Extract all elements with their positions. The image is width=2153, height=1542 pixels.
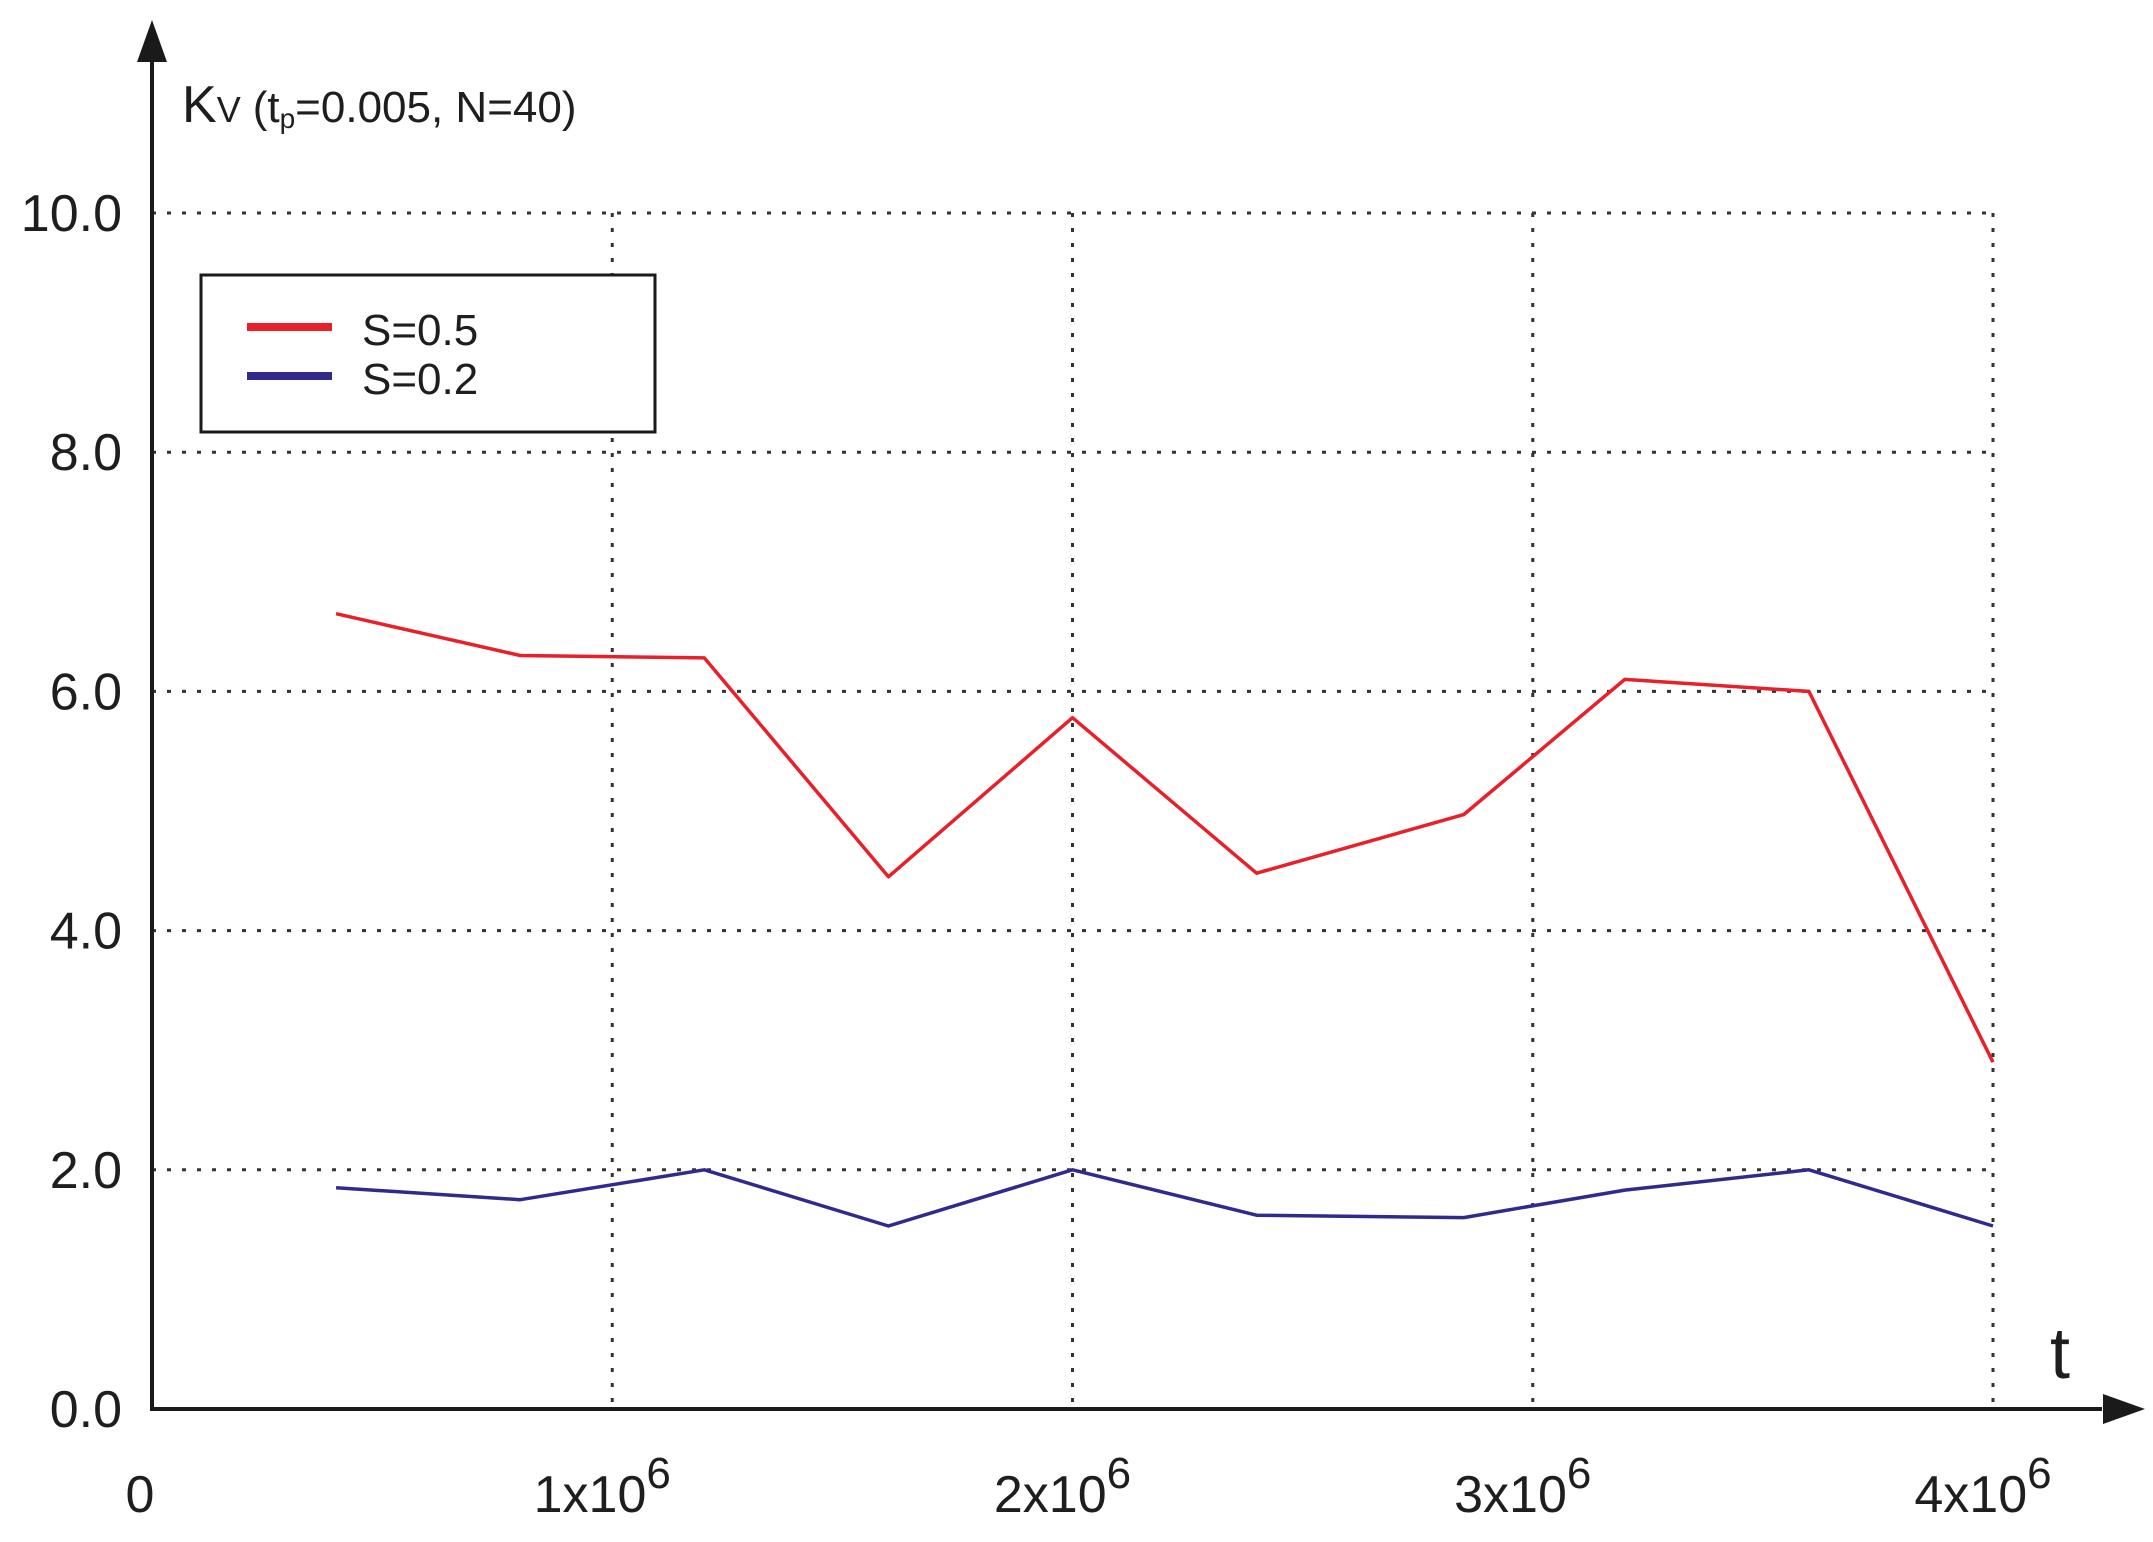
- legend-label-s05: S=0.5: [362, 306, 478, 355]
- legend: S=0.5 S=0.2: [199, 273, 657, 434]
- x-tick-label: 2x106: [994, 1449, 1131, 1524]
- y-axis-arrow: [137, 20, 167, 62]
- series-line-s05: [335, 611, 1995, 1063]
- y-axis-label-params-sub: p: [280, 103, 296, 134]
- series-lines: [335, 611, 1995, 1228]
- x-tick-label: 3x106: [1454, 1449, 1591, 1524]
- y-tick-label: 0.0: [50, 1381, 122, 1439]
- y-tick-label: 8.0: [50, 424, 122, 482]
- y-tick-label: 4.0: [50, 903, 122, 961]
- y-tick-label: 10.0: [21, 185, 122, 243]
- y-axis-label-params-open: (t: [253, 83, 280, 132]
- y-axis-label: KV (tp=0.005, N=40): [182, 76, 577, 134]
- x-axis-arrow: [2103, 1394, 2145, 1424]
- x-tick-label: 0: [126, 1466, 155, 1524]
- y-axis-label-params-rest: =0.005, N=40): [295, 83, 576, 132]
- legend-box: [199, 273, 657, 434]
- tick-labels: 0.0 2.0 4.0 6.0 8.0 10.0 0 1x106 2x106 3x106 4x106: [21, 185, 2052, 1524]
- y-tick-label: 2.0: [50, 1142, 122, 1200]
- y-axis-label-sub: V: [217, 89, 241, 130]
- x-tick-label: 4x106: [1914, 1449, 2051, 1524]
- series-line-s02: [335, 1168, 1994, 1228]
- x-axis-label: t: [2050, 1314, 2070, 1394]
- y-tick-label: 6.0: [50, 663, 122, 721]
- y-axis-label-main: K: [182, 76, 217, 134]
- x-tick-label: 1x106: [534, 1449, 671, 1524]
- legend-label-s02: S=0.2: [362, 355, 478, 404]
